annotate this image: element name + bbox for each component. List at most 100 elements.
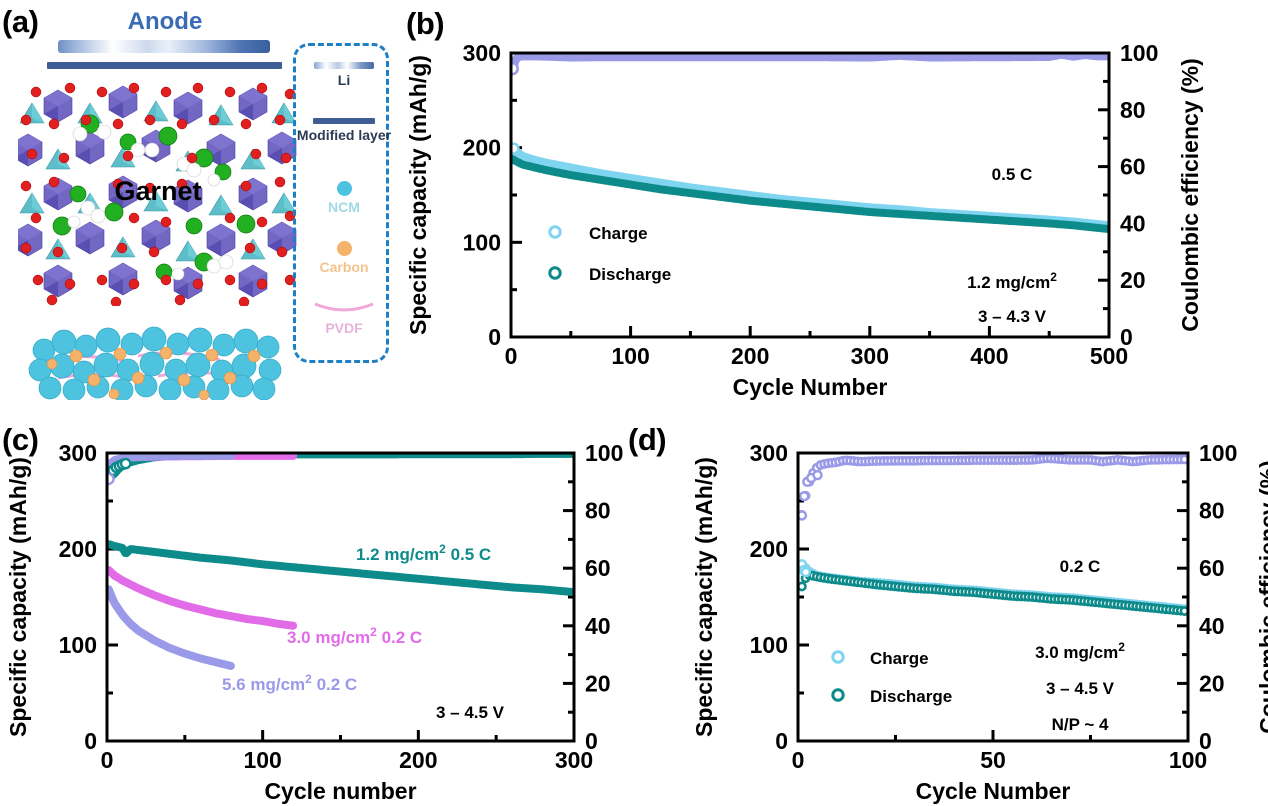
panel-d-label: (d) [628,422,667,457]
svg-text:100: 100 [243,747,281,773]
panel-b-cycling-500: (b) 0 100 200 300 400 500 0 100 200 300 0 20 40 60 80 1… [400,0,1268,400]
svg-text:3.0 mg/cm2 0.2 C: 3.0 mg/cm2 0.2 C [287,625,422,647]
svg-text:0: 0 [1199,728,1212,754]
svg-text:Specific capacity (mAh/g): Specific capacity (mAh/g) [5,457,31,737]
svg-text:40: 40 [585,613,611,639]
svg-text:20: 20 [585,670,611,696]
garnet-structure-image: Garnet [13,76,298,308]
ncm-dot-icon [336,181,352,196]
svg-text:0: 0 [84,728,97,754]
svg-text:0: 0 [585,728,598,754]
svg-text:0: 0 [1120,324,1133,350]
svg-text:Coulombic efficiency (%): Coulombic efficiency (%) [1255,460,1268,733]
svg-text:300: 300 [851,343,889,369]
cathode-particles-svg [28,326,282,402]
svg-text:200: 200 [59,536,97,562]
svg-text:0: 0 [792,747,805,773]
svg-text:1.2 mg/cm2: 1.2 mg/cm2 [967,270,1057,292]
legend-label-ncm: NCM [328,199,360,215]
svg-text:Cycle Number: Cycle Number [916,778,1071,804]
panel-b-chart: 0 100 200 300 400 5000100200300020406080100Cy… [405,40,1203,400]
svg-text:0.5 C: 0.5 C [992,165,1033,184]
svg-text:200: 200 [463,135,501,161]
svg-text:3 – 4.5 V: 3 – 4.5 V [436,703,505,722]
svg-text:50: 50 [980,747,1006,773]
svg-text:100: 100 [59,632,97,658]
modified-layer-bar [47,62,282,69]
svg-text:Specific capacity (mAh/g): Specific capacity (mAh/g) [405,55,431,335]
panel-c-loading-comparison: (c) 0 100 200 300 0 100 200 300 0 20 40 60 80 100 Cycl… [0,400,640,806]
svg-text:0: 0 [101,747,114,773]
svg-text:80: 80 [1120,97,1146,123]
svg-text:3.0 mg/cm2: 3.0 mg/cm2 [1035,640,1125,662]
svg-text:3 – 4.3 V: 3 – 4.3 V [978,307,1047,326]
panel-c-label: (c) [2,422,39,457]
anode-label: Anode [127,8,203,35]
li-swatch-icon [314,62,374,69]
carbon-dot-icon [336,241,352,256]
svg-text:N/P ~ 4: N/P ~ 4 [1052,715,1109,734]
svg-text:1.2 mg/cm2 0.5 C: 1.2 mg/cm2 0.5 C [356,542,491,564]
svg-text:200: 200 [731,343,769,369]
svg-text:40: 40 [1120,210,1146,236]
svg-text:Charge: Charge [870,649,929,668]
svg-text:400: 400 [970,343,1008,369]
svg-text:60: 60 [1199,555,1225,581]
svg-text:300: 300 [59,440,97,466]
panel-a-label: (a) [2,4,39,39]
svg-text:80: 80 [585,498,611,524]
svg-text:500: 500 [1090,343,1128,369]
svg-text:0: 0 [488,324,501,350]
svg-text:Specific capacity (mAh/g): Specific capacity (mAh/g) [691,457,717,737]
panel-d-full-cell: (d) 0 50 100 0 100 200 300 0 20 40 60 80 100 Cycle Nu… [628,400,1268,806]
legend-item-carbon: Carbon [296,241,392,275]
svg-text:100: 100 [463,229,501,255]
svg-text:100: 100 [585,440,623,466]
svg-text:100: 100 [611,343,649,369]
legend-item-ncm: NCM [296,181,392,215]
legend-item-modified-layer: Modified layer [296,118,392,143]
svg-text:0.2 C: 0.2 C [1060,557,1101,576]
svg-text:5.6 mg/cm2 0.2 C: 5.6 mg/cm2 0.2 C [222,672,357,694]
garnet-crystal-svg [13,76,298,308]
svg-text:100: 100 [750,632,788,658]
svg-text:Cycle Number: Cycle Number [733,374,888,400]
svg-text:Cycle number: Cycle number [264,778,416,804]
svg-text:80: 80 [1199,498,1225,524]
svg-text:100: 100 [1120,40,1158,66]
svg-text:Discharge: Discharge [589,265,671,284]
panel-a-schematic: (a) Anode [0,0,400,402]
svg-text:Coulombic efficiency (%): Coulombic efficiency (%) [1177,58,1203,331]
svg-text:3 – 4.5 V: 3 – 4.5 V [1046,679,1115,698]
svg-text:300: 300 [555,747,593,773]
modified-layer-swatch-icon [313,118,375,124]
svg-text:100: 100 [1169,747,1207,773]
svg-text:20: 20 [1199,670,1225,696]
svg-text:40: 40 [1199,613,1225,639]
svg-text:0: 0 [505,343,518,369]
pvdf-curve-icon [314,302,374,312]
svg-text:Discharge: Discharge [870,687,952,706]
svg-text:200: 200 [399,747,437,773]
legend-item-li: Li [296,62,392,88]
svg-text:200: 200 [750,536,788,562]
svg-text:20: 20 [1120,267,1146,293]
svg-text:0: 0 [775,728,788,754]
legend-label-modified-layer: Modified layer [296,127,392,143]
legend-label-li: Li [337,72,351,88]
legend-label-carbon: Carbon [319,259,369,275]
svg-text:60: 60 [1120,154,1146,180]
lithium-foil-strip [58,40,270,53]
svg-text:300: 300 [463,40,501,66]
svg-text:Charge: Charge [589,224,648,243]
legend-label-pvdf: PVDF [325,320,363,336]
svg-text:60: 60 [585,555,611,581]
svg-text:Coulombic efficiency (%): Coulombic efficiency (%) [639,460,640,733]
svg-text:300: 300 [750,440,788,466]
legend-item-pvdf: PVDF [296,302,392,336]
schematic-legend-box: Li Modified layer NCM Carbon PVDF [293,43,392,363]
cathode-composite-image [28,320,288,402]
svg-text:100: 100 [1199,440,1237,466]
